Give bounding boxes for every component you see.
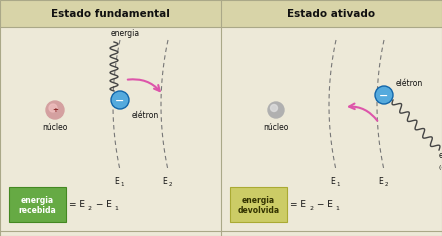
Circle shape (49, 104, 57, 112)
Text: 2: 2 (309, 206, 313, 211)
Circle shape (271, 105, 278, 111)
Text: − E: − E (93, 200, 112, 209)
Text: energia: energia (110, 29, 140, 38)
Text: = E: = E (290, 200, 306, 209)
Text: 1: 1 (114, 206, 118, 211)
Text: E: E (379, 177, 383, 186)
Circle shape (375, 86, 393, 104)
Bar (0, 0, 442, 27)
Text: = E: = E (69, 200, 85, 209)
Text: E: E (114, 177, 119, 186)
Text: energia: energia (21, 196, 54, 205)
Text: E: E (163, 177, 168, 186)
Text: núcleo: núcleo (42, 123, 68, 132)
Text: Estado ativado: Estado ativado (287, 9, 376, 19)
Text: −: − (379, 91, 389, 101)
FancyBboxPatch shape (230, 187, 287, 222)
Text: 2: 2 (384, 182, 388, 187)
Text: −: − (115, 96, 125, 106)
Text: energia: energia (242, 196, 275, 205)
Text: − E: − E (314, 200, 333, 209)
Text: energia: energia (439, 151, 442, 160)
Text: 2: 2 (168, 182, 172, 187)
Text: 1: 1 (336, 182, 340, 187)
Text: E: E (331, 177, 335, 186)
Text: +: + (52, 107, 58, 113)
Text: 2: 2 (88, 206, 92, 211)
Text: (onda eletromagnética): (onda eletromagnética) (439, 164, 442, 170)
Text: Estado fundamental: Estado fundamental (51, 9, 170, 19)
Text: núcleo: núcleo (263, 123, 289, 132)
Text: elétron: elétron (396, 79, 423, 88)
Text: elétron: elétron (132, 111, 159, 121)
Text: 1: 1 (120, 182, 124, 187)
Text: recebida: recebida (19, 206, 57, 215)
Circle shape (268, 102, 284, 118)
Circle shape (46, 101, 64, 119)
FancyBboxPatch shape (9, 187, 66, 222)
Text: 1: 1 (335, 206, 339, 211)
Circle shape (111, 91, 129, 109)
Text: devolvida: devolvida (237, 206, 279, 215)
